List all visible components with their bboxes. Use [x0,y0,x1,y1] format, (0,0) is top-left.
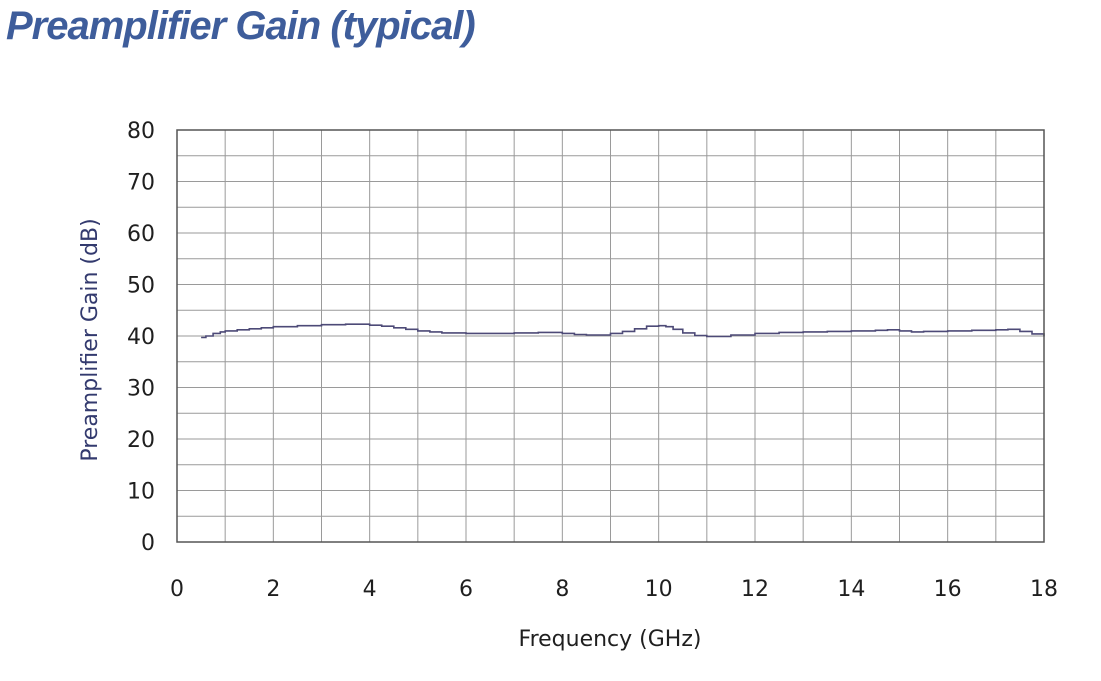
x-tick-label: 12 [741,577,769,602]
x-tick-label: 2 [266,577,280,602]
x-tick-label: 0 [170,577,184,602]
y-tick-label: 20 [127,428,155,453]
y-tick-label: 10 [127,480,155,505]
y-tick-label: 30 [127,377,155,402]
x-tick-labels: 0 2 4 6 8 10 12 14 16 18 [170,577,1058,602]
x-tick-label: 4 [363,577,377,602]
x-axis-label: Frequency (GHz) [519,627,702,652]
x-tick-label: 8 [555,577,569,602]
y-tick-label: 80 [127,119,155,144]
y-tick-label: 60 [127,222,155,247]
x-tick-label: 10 [645,577,673,602]
x-tick-label: 6 [459,577,473,602]
gain-series-line [201,323,1045,339]
chart-title: Preamplifier Gain (typical) [6,4,476,48]
x-tick-label: 18 [1030,577,1058,602]
y-tick-labels: 0 10 20 30 40 50 60 70 80 [127,119,155,556]
x-tick-label: 14 [837,577,865,602]
plot-frame [176,129,1045,543]
series-layer [201,323,1045,339]
y-tick-label: 40 [127,325,155,350]
grid [177,130,1044,542]
y-tick-label: 70 [127,171,155,196]
x-tick-label: 16 [934,577,962,602]
y-tick-label: 0 [141,531,155,556]
y-axis-label: Preamplifier Gain (dB) [78,218,103,461]
y-tick-label: 50 [127,274,155,299]
